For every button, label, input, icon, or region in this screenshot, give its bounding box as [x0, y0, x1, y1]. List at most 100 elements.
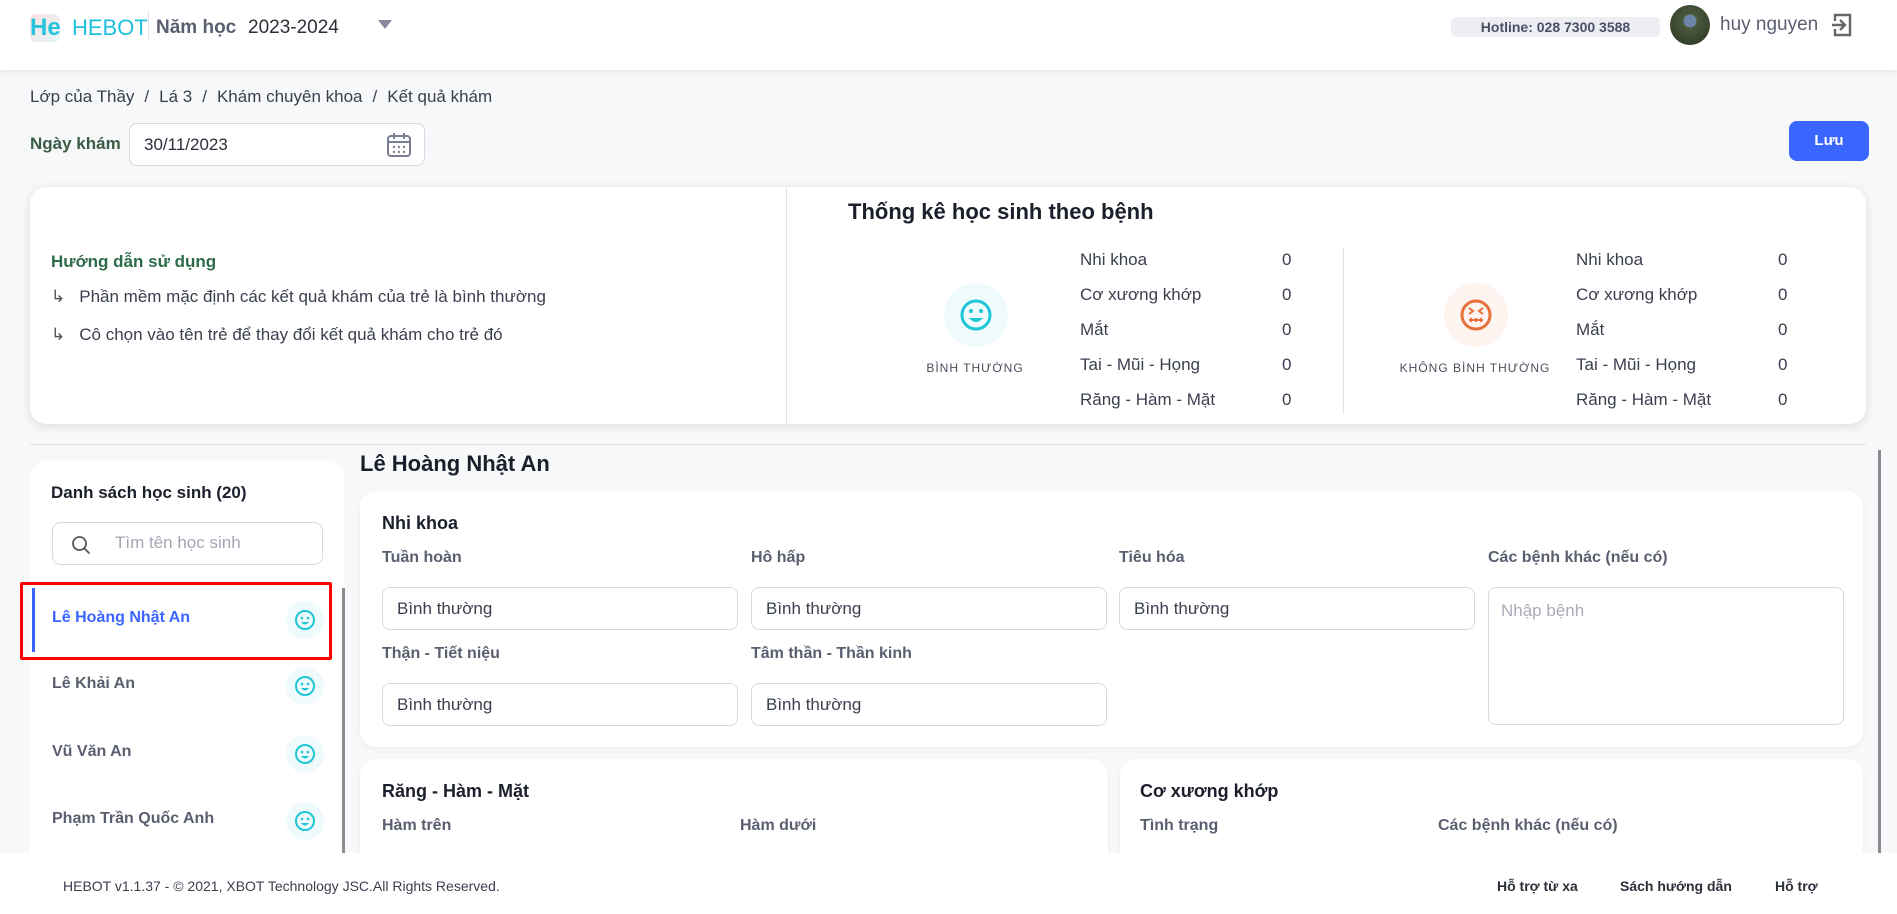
school-year-select[interactable]: 2023-2024: [248, 17, 339, 38]
stat-value: 0: [1282, 285, 1292, 304]
smile-icon: [944, 283, 1008, 347]
calendar-icon[interactable]: [386, 132, 412, 158]
user-guide-link[interactable]: Sách hướng dẫn: [1620, 878, 1732, 894]
breadcrumb-separator: /: [372, 87, 378, 106]
stat-value: 0: [1282, 320, 1292, 339]
breadcrumb-separator: /: [144, 87, 150, 106]
smile-icon: [286, 667, 324, 705]
stat-label: Nhi khoa: [1080, 250, 1148, 269]
exam-date-label: Ngày khám: [30, 134, 121, 153]
exam-date-input[interactable]: 30/11/2023: [129, 123, 425, 166]
stat-value: 0: [1778, 285, 1788, 304]
smile-icon: [286, 601, 324, 639]
student-list-title: Danh sách học sinh (20): [51, 483, 247, 502]
stat-label: Răng - Hàm - Mặt: [1576, 390, 1712, 409]
avatar[interactable]: [1670, 5, 1710, 45]
field-label: Hô hấp: [751, 549, 806, 566]
guide-text: Phần mềm mặc định các kết quả khám của t…: [79, 287, 546, 306]
field-label: Tiêu hóa: [1119, 549, 1185, 566]
nhi-khoa-title: Nhi khoa: [382, 513, 459, 533]
hotline-badge: Hotline: 028 7300 3588: [1451, 17, 1660, 37]
other-diseases-label: Các bệnh khác (nếu có): [1488, 549, 1668, 566]
exam-date-value: 30/11/2023: [144, 135, 228, 154]
stat-label: Cơ xương khớp: [1080, 285, 1202, 304]
stat-value: 0: [1778, 355, 1788, 374]
co-xuong-khop-title: Cơ xương khớp: [1140, 781, 1279, 801]
school-year-label: Năm học: [156, 17, 237, 38]
upper-jaw-label: Hàm trên: [382, 817, 452, 834]
brand-name: HEBOT: [72, 15, 148, 40]
divider: [1343, 248, 1344, 414]
stat-label: Tai - Mũi - Họng: [1576, 355, 1696, 374]
stat-value: 0: [1282, 250, 1292, 269]
stat-value: 0: [1282, 355, 1292, 374]
guide-item: ↳ Cô chọn vào tên trẻ để thay đổi kết quả…: [51, 325, 503, 345]
smile-icon: [286, 735, 324, 773]
student-item[interactable]: Phạm Trần Quốc Anh: [30, 789, 340, 853]
breadcrumb: Lớp của Thầy / Lá 3 / Khám chuyên khoa / Kết q…: [30, 86, 502, 108]
field-select[interactable]: Bình thường: [382, 587, 738, 630]
breadcrumb-class[interactable]: Lớp của Thầy: [30, 87, 135, 106]
abnormal-label: KHÔNG BÌNH THƯỜNG: [1399, 361, 1551, 375]
logout-icon[interactable]: [1832, 12, 1853, 38]
search-icon: [72, 536, 91, 555]
search-input[interactable]: [115, 533, 305, 553]
list-scrollbar[interactable]: [342, 588, 345, 853]
divider: [30, 444, 1866, 445]
stat-label: Răng - Hàm - Mặt: [1080, 390, 1216, 409]
field-select[interactable]: Bình thường: [751, 587, 1107, 630]
status-label: Tình trạng: [1140, 817, 1219, 834]
stat-value: 0: [1778, 390, 1788, 409]
footer: [0, 853, 1897, 914]
stat-value: 0: [1282, 390, 1292, 409]
divider: [148, 10, 149, 40]
student-name: Vũ Văn An: [52, 743, 132, 760]
divider: [786, 187, 787, 424]
selection-highlight: [20, 582, 332, 660]
breadcrumb-separator: /: [202, 87, 207, 106]
field-label: Tuần hoàn: [382, 549, 462, 566]
field-label: Tâm thần - Thần kinh: [751, 645, 912, 662]
selected-indicator: [32, 588, 35, 652]
student-item[interactable]: Vũ Văn An: [30, 722, 340, 786]
remote-support-link[interactable]: Hỗ trợ từ xa: [1497, 878, 1578, 894]
normal-label: BÌNH THƯỜNG: [926, 361, 1024, 375]
copyright: HEBOT v1.1.37 - © 2021, XBOT Technology …: [63, 878, 500, 894]
smile-icon: [286, 802, 324, 840]
other-diseases-label: Các bệnh khác (nếu có): [1438, 817, 1618, 834]
arrow-icon: ↳: [51, 287, 66, 306]
student-item[interactable]: Lê Hoàng Nhật An: [30, 588, 340, 652]
save-button[interactable]: Lưu: [1789, 121, 1869, 161]
student-search[interactable]: [52, 522, 323, 565]
field-label: Thận - Tiết niệu: [382, 645, 500, 662]
breadcrumb-group[interactable]: Lá 3: [159, 87, 193, 106]
stat-label: Mắt: [1576, 320, 1605, 339]
arrow-icon: ↳: [51, 325, 66, 344]
user-name[interactable]: huy nguyen: [1720, 14, 1819, 35]
hebot-logo: He: [30, 14, 61, 42]
guide-item: ↳ Phần mềm mặc định các kết quả khám của …: [51, 287, 546, 307]
stat-value: 0: [1778, 250, 1788, 269]
lower-jaw-label: Hàm dưới: [740, 817, 817, 834]
student-name-heading: Lê Hoàng Nhật An: [360, 451, 550, 476]
support-link[interactable]: Hỗ trợ: [1775, 878, 1818, 894]
other-diseases-input[interactable]: [1488, 587, 1844, 725]
field-select[interactable]: Bình thường: [382, 683, 738, 726]
breadcrumb-exam[interactable]: Khám chuyên khoa: [216, 87, 363, 106]
stats-title: Thống kê học sinh theo bệnh: [848, 199, 1154, 224]
field-select[interactable]: Bình thường: [751, 683, 1107, 726]
student-item[interactable]: Lê Khải An: [30, 654, 340, 718]
rang-ham-mat-title: Răng - Hàm - Mặt: [382, 781, 530, 801]
top-bar: He HEBOT Năm học 2023-2024 Hotline: 028 …: [0, 0, 1897, 70]
breadcrumb-current: Kết quả khám: [387, 87, 493, 106]
stat-label: Mắt: [1080, 320, 1109, 339]
guide-text: Cô chọn vào tên trẻ để thay đổi kết quả …: [79, 325, 503, 344]
main-scrollbar[interactable]: [1878, 450, 1881, 853]
student-name: Lê Khải An: [52, 675, 135, 692]
stat-label: Tai - Mũi - Họng: [1080, 355, 1200, 374]
frown-icon: [1444, 283, 1508, 347]
chevron-down-icon[interactable]: [378, 20, 392, 29]
guide-title: Hướng dẫn sử dụng: [51, 252, 217, 271]
stat-label: Nhi khoa: [1576, 250, 1644, 269]
field-select[interactable]: Bình thường: [1119, 587, 1475, 630]
